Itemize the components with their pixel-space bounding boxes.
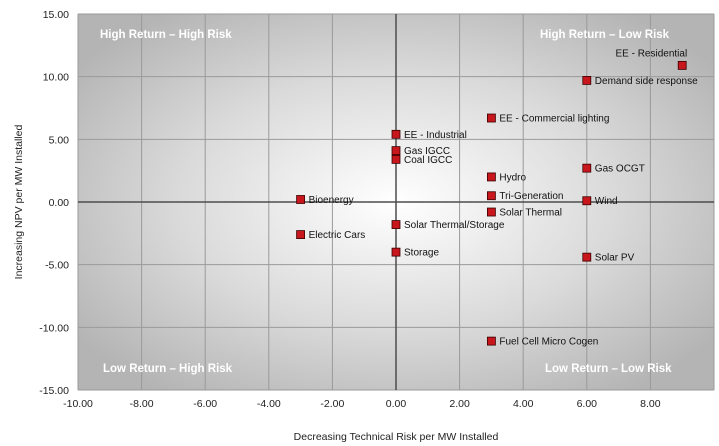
x-tick-label: 4.00 [513,398,534,410]
x-axis-title: Decreasing Technical Risk per MW Install… [294,431,499,443]
x-tick-label: -2.00 [320,398,344,410]
data-point-label: Wind [595,196,618,207]
y-tick-label: 10.00 [43,72,69,84]
data-point-marker [296,195,306,204]
y-tick-label: -15.00 [39,385,69,397]
y-tick-labels: 15.00 10.00 5.00 0.00 -5.00 -10.00 -15.00 [39,9,69,397]
axes [78,14,714,390]
data-point-label: Storage [404,248,439,259]
x-tick-label: 6.00 [577,398,598,410]
x-tick-label: 0.00 [386,398,407,410]
quadrant-label-top-right: High Return – Low Risk [540,29,670,41]
data-point-label: EE - Residential [615,48,687,59]
y-axis-title: Increasing NPV per MW Installed [13,125,25,280]
x-tick-label: -6.00 [193,398,217,410]
y-tick-label: 0.00 [49,197,70,209]
data-point-marker [677,60,687,70]
data-point-label: Solar Thermal [499,208,562,219]
data-point-marker [582,76,592,85]
data-point-label: Fuel Cell Micro Cogen [499,337,598,348]
data-point-marker [582,196,592,206]
data-point-marker [391,247,401,257]
x-tick-labels: -10.00 -8.00 -6.00 -4.00 -2.00 0.00 2.00 4.00 6.… [63,398,661,410]
data-point-label: Tri-Generation [499,191,563,202]
data-point-marker [486,172,496,182]
data-point-marker [296,230,306,239]
data-point-label: Demand side response [595,76,698,87]
quadrant-label-top-left: High Return – High Risk [100,29,232,41]
data-point-marker [391,154,401,164]
data-point-label: Bioenergy [309,195,354,206]
y-tick-label: 5.00 [49,134,70,146]
y-tick-label: 15.00 [43,9,69,21]
data-point-marker [391,220,401,229]
y-tick-label: -10.00 [39,322,69,334]
data-point-label: Hydro [499,172,526,183]
data-point-marker [486,336,496,346]
data-point-label: EE - Industrial [404,130,467,141]
data-point-marker [391,146,401,156]
x-tick-label: -8.00 [130,398,154,410]
data-point-marker [582,252,592,262]
data-point-label: Coal IGCC [404,155,452,166]
quadrant-labels: High Return – High Risk High Return – Lo… [100,29,672,375]
data-point-marker [486,207,496,217]
data-point-label: Gas OCGT [595,164,645,175]
x-tick-label: -10.00 [63,398,93,410]
x-tick-label: 2.00 [449,398,470,410]
data-point-label: Solar PV [595,253,635,264]
x-tick-label: -4.00 [257,398,281,410]
quadrant-label-bottom-left: Low Return – High Risk [103,363,233,375]
data-point-label: Gas IGCC [404,146,450,157]
data-points: EE - Residential Demand side response EE -… [296,48,698,348]
data-point-marker [486,191,496,201]
data-point-label: Electric Cars [309,230,366,241]
quadrant-label-bottom-right: Low Return – Low Risk [545,363,672,375]
x-tick-label: 8.00 [640,398,661,410]
y-tick-label: -5.00 [45,260,69,272]
data-point-label: EE - Commercial lighting [499,114,609,125]
data-point-marker [582,163,592,173]
data-point-marker [391,129,401,139]
data-point-marker [486,113,496,123]
data-point-label: Solar Thermal/Storage [404,220,505,231]
